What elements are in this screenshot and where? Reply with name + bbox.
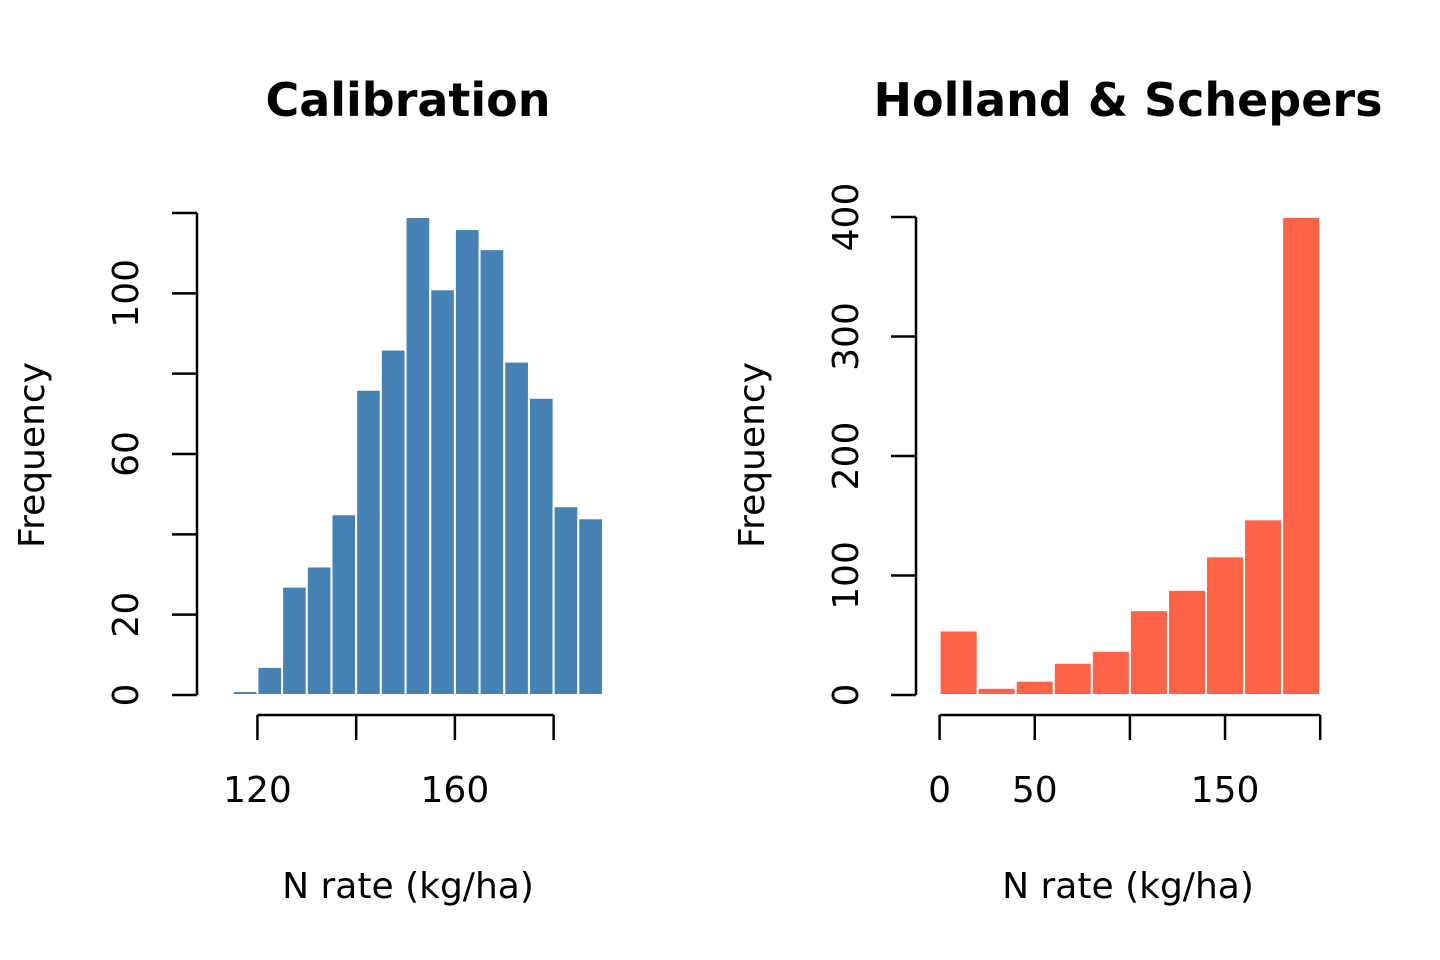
holland-schepers-y-tick-label-4: 400 (826, 183, 867, 252)
holland-schepers-x-axis-title: N rate (kg/ha) (1002, 866, 1254, 907)
calibration-bar-2 (281, 585, 308, 696)
holland-schepers-bar-9 (1281, 216, 1322, 696)
holland-schepers-bar-5 (1128, 609, 1169, 697)
calibration-bar-1 (256, 665, 284, 697)
holland-schepers-y-axis-title: Frequency (732, 362, 773, 548)
calibration-y-tick-label-0: 0 (106, 684, 147, 707)
calibration-bar-6 (379, 348, 407, 696)
holland-schepers-bar-2 (1014, 679, 1055, 696)
calibration-bar-13 (552, 505, 580, 697)
calibration-bar-4 (330, 513, 358, 696)
holland-schepers-bar-8 (1243, 518, 1284, 697)
calibration-bar-14 (577, 517, 605, 696)
calibration-bar-7 (404, 216, 432, 696)
holland-schepers-x-tick-label-1: 50 (1012, 770, 1058, 811)
holland-schepers-bar-1 (976, 686, 1017, 697)
holland-schepers-x-tick-label-0: 0 (928, 770, 951, 811)
calibration-y-tick-label-5: 100 (106, 259, 147, 328)
calibration-y-axis-title: Frequency (12, 362, 53, 548)
calibration-bar-0 (231, 689, 259, 697)
calibration-x-tick-label-0: 120 (223, 770, 292, 811)
calibration-x-tick-label-2: 160 (421, 770, 490, 811)
calibration-y-tick-label-3: 60 (106, 431, 147, 477)
calibration-bar-10 (478, 248, 506, 696)
calibration-x-axis-title: N rate (kg/ha) (282, 866, 534, 907)
holland-schepers-bar-6 (1166, 588, 1208, 697)
holland-schepers-bar-4 (1090, 649, 1131, 696)
holland-schepers-y-tick-label-3: 300 (826, 302, 867, 371)
holland-schepers-y-tick-label-1: 100 (826, 541, 867, 610)
holland-schepers-y-tick-label-2: 200 (826, 422, 867, 491)
calibration-bar-5 (355, 388, 382, 696)
holland-schepers-title: Holland & Schepers (873, 73, 1382, 127)
holland-schepers-y-tick-label-0: 0 (826, 684, 867, 707)
calibration-bar-11 (503, 360, 530, 696)
calibration-bar-9 (453, 228, 481, 696)
holland-schepers-bar-7 (1205, 555, 1246, 696)
calibration-bar-12 (527, 396, 555, 696)
calibration-title: Calibration (265, 73, 550, 127)
calibration-bar-3 (305, 565, 333, 697)
calibration-bar-8 (429, 288, 456, 696)
holland-schepers-bar-0 (938, 629, 979, 696)
holland-schepers-histogram-panel: Holland & Schepers N rate (kg/ha) Freque… (732, 73, 1383, 907)
calibration-histogram-panel: Calibration N rate (kg/ha) Frequency 120… (12, 73, 605, 907)
holland-schepers-x-tick-label-3: 150 (1191, 770, 1260, 811)
holland-schepers-bar-3 (1052, 661, 1093, 696)
calibration-y-tick-label-1: 20 (106, 592, 147, 638)
